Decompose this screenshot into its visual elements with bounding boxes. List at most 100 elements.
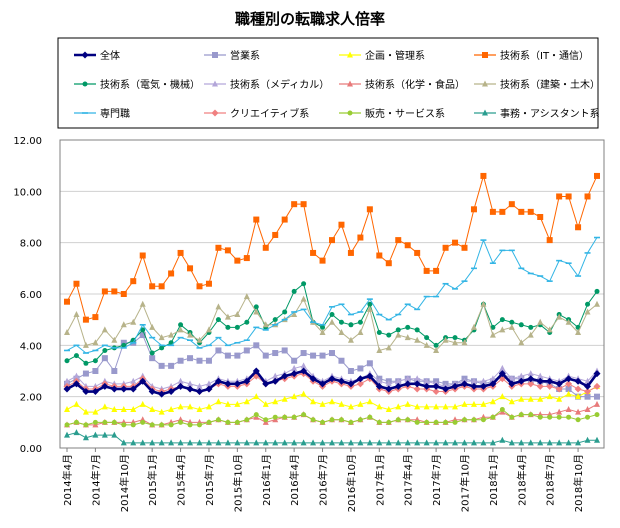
data-point bbox=[347, 439, 354, 446]
data-point bbox=[110, 385, 118, 393]
legend-item: 販売・サービス系 bbox=[339, 107, 445, 120]
data-point bbox=[187, 331, 194, 338]
data-point bbox=[130, 377, 137, 384]
series-2 bbox=[64, 332, 600, 400]
data-point bbox=[432, 382, 440, 390]
data-point bbox=[253, 308, 260, 315]
data-point bbox=[442, 439, 449, 446]
data-point bbox=[158, 408, 165, 415]
data-point bbox=[585, 301, 591, 307]
data-point bbox=[111, 431, 118, 438]
data-point bbox=[281, 216, 288, 223]
data-point bbox=[168, 406, 175, 412]
x-tick-label: 2018年10月 bbox=[572, 454, 585, 512]
data-point bbox=[584, 436, 591, 443]
data-point bbox=[291, 357, 298, 364]
legend-swatch-marker bbox=[211, 109, 219, 117]
data-point bbox=[394, 382, 402, 390]
x-tick-label: 2015年4月 bbox=[175, 454, 188, 506]
legend-item: 営業系 bbox=[204, 49, 260, 62]
data-point bbox=[376, 330, 382, 335]
data-point bbox=[480, 300, 487, 307]
data-point bbox=[546, 382, 554, 390]
data-point bbox=[73, 419, 79, 425]
data-point bbox=[149, 350, 155, 356]
data-point bbox=[224, 352, 231, 359]
data-point bbox=[82, 316, 89, 323]
data-point bbox=[111, 336, 118, 343]
data-point bbox=[556, 414, 562, 420]
data-point bbox=[414, 403, 421, 410]
data-point bbox=[499, 208, 506, 215]
data-point bbox=[215, 347, 222, 354]
data-point bbox=[433, 439, 440, 446]
data-point bbox=[187, 403, 194, 410]
data-point bbox=[366, 305, 373, 312]
data-point bbox=[527, 380, 535, 388]
data-point bbox=[300, 350, 307, 357]
data-point bbox=[366, 372, 374, 380]
data-point bbox=[442, 244, 449, 251]
data-point bbox=[64, 298, 70, 305]
data-point bbox=[92, 314, 99, 321]
data-point bbox=[499, 436, 506, 443]
x-tick-label: 2015年7月 bbox=[203, 454, 216, 506]
data-point bbox=[234, 439, 241, 446]
data-point bbox=[556, 408, 563, 415]
data-point bbox=[263, 417, 269, 423]
data-point bbox=[442, 336, 449, 343]
data-point bbox=[262, 380, 270, 388]
data-point bbox=[574, 385, 582, 393]
data-point bbox=[395, 417, 401, 423]
legend-label: 事務・アシスタント系 bbox=[500, 107, 600, 120]
data-point bbox=[281, 439, 288, 446]
data-point bbox=[215, 244, 222, 251]
data-point bbox=[187, 265, 194, 272]
data-point bbox=[319, 329, 326, 335]
data-point bbox=[338, 417, 344, 423]
legend-swatch-marker bbox=[212, 80, 218, 87]
data-point bbox=[82, 370, 89, 377]
data-point bbox=[139, 377, 147, 385]
data-point bbox=[470, 382, 478, 390]
data-point bbox=[452, 239, 459, 246]
data-point bbox=[489, 375, 496, 382]
data-point bbox=[178, 322, 184, 328]
y-tick-label: 8.00 bbox=[20, 239, 42, 250]
data-point bbox=[546, 326, 553, 333]
data-point bbox=[82, 341, 89, 348]
data-point bbox=[357, 417, 363, 423]
series-line bbox=[66, 334, 597, 398]
data-point bbox=[300, 439, 307, 446]
data-point bbox=[348, 419, 354, 425]
legend-item: 技術系（電気・機械） bbox=[74, 78, 200, 91]
data-point bbox=[101, 355, 108, 362]
data-point bbox=[518, 395, 525, 402]
data-point bbox=[281, 347, 288, 354]
data-point bbox=[593, 382, 601, 390]
data-point bbox=[367, 414, 373, 420]
data-point bbox=[547, 414, 553, 420]
data-point bbox=[508, 375, 515, 382]
data-point bbox=[158, 283, 165, 290]
data-point bbox=[470, 206, 477, 213]
data-point bbox=[452, 419, 458, 425]
legend-label: 技術系（IT・通信） bbox=[500, 49, 589, 62]
data-point bbox=[385, 385, 393, 393]
data-point bbox=[594, 172, 600, 179]
data-point bbox=[111, 419, 117, 425]
data-point bbox=[584, 406, 591, 412]
data-point bbox=[565, 318, 572, 325]
legend-label: 技術系（電気・機械） bbox=[100, 78, 200, 91]
legend-label: 技術系（メディカル） bbox=[230, 78, 329, 91]
data-point bbox=[499, 364, 506, 371]
legend-item: 事務・アシスタント系 bbox=[474, 107, 600, 120]
data-point bbox=[310, 398, 317, 405]
data-point bbox=[575, 417, 581, 423]
y-tick-label: 6.00 bbox=[20, 290, 42, 301]
data-point bbox=[338, 221, 345, 228]
data-point bbox=[64, 329, 70, 335]
data-point bbox=[328, 375, 336, 383]
series-group bbox=[63, 172, 601, 446]
data-point bbox=[310, 352, 317, 359]
